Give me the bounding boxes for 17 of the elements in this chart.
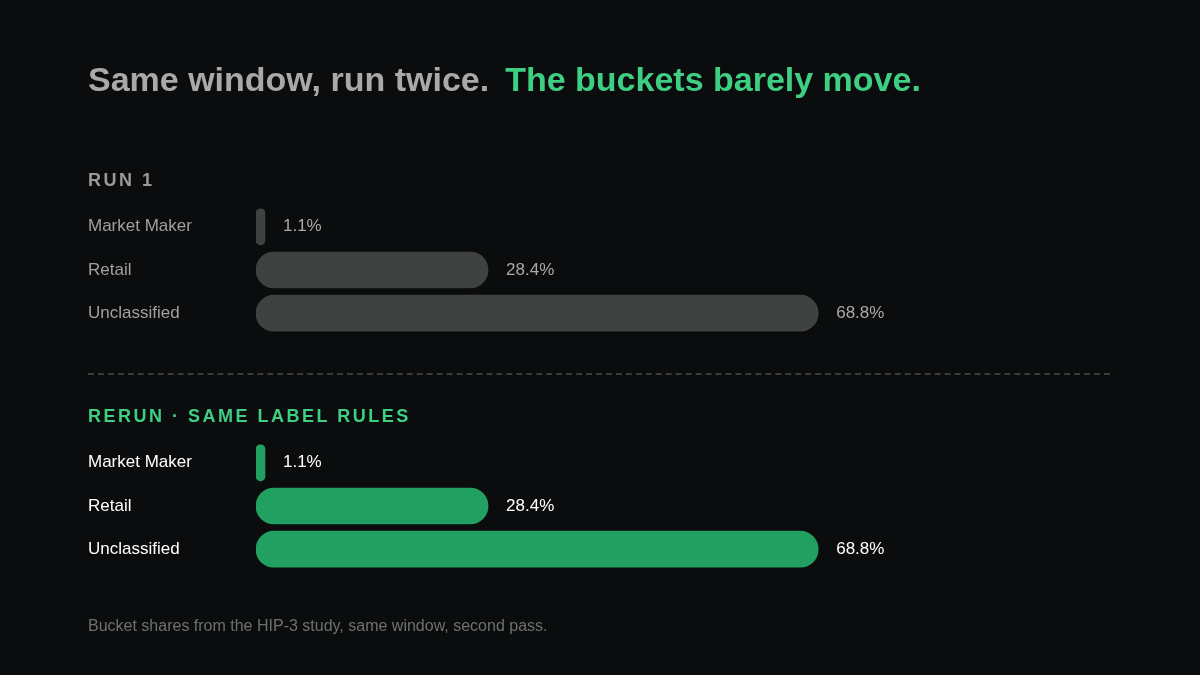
data-label: 68.8% [836,302,885,322]
y-tick-label: Unclassified [88,302,180,322]
chart-title: RUN 1 [88,170,155,191]
data-label: 28.4% [506,495,555,515]
data-label: 1.1% [282,452,322,472]
y-tick-label: Retail [88,259,132,279]
text: Bucket shares from the HIP-3 study, same window, second pass. [88,617,548,635]
y-tick-label: Market Maker [88,452,193,472]
chart-title: RERUN · SAME LABEL RULES [88,406,411,427]
text: The buckets barely move. [505,60,921,98]
y-tick-label: Market Maker [88,216,193,236]
data-label: 68.8% [836,538,885,558]
data-label: 28.4% [506,259,555,279]
y-tick-label: Unclassified [88,538,180,558]
text: Same window, run twice. [88,60,490,98]
y-tick-label: Retail [88,495,132,515]
data-label: 1.1% [282,216,322,236]
